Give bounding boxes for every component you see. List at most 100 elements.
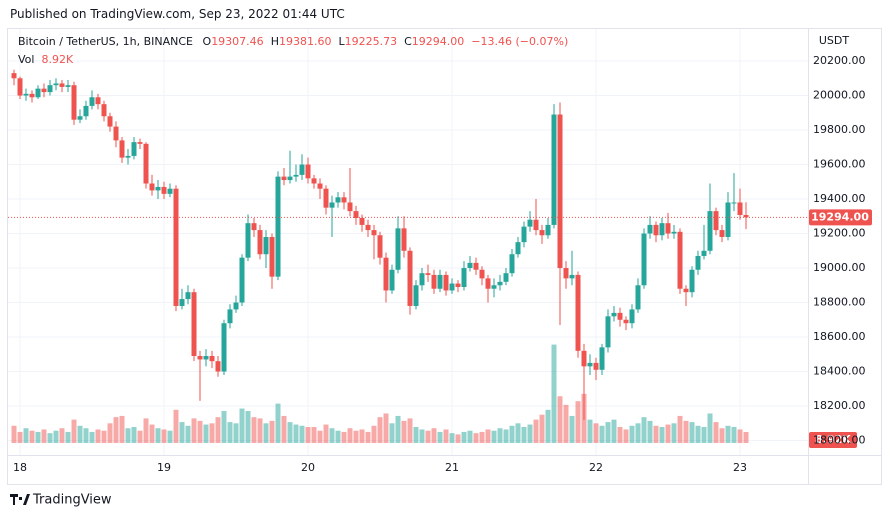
overlay: 19294.00 8.92K <box>8 209 872 449</box>
volume-bar <box>131 427 137 443</box>
symbol: Bitcoin / TetherUS, 1h, BINANCE <box>18 35 194 48</box>
volume-bar <box>401 420 407 443</box>
volume-bar <box>287 422 293 443</box>
candle-body <box>83 105 89 117</box>
volume-bar <box>251 417 257 443</box>
volume-bar <box>413 427 419 443</box>
volume-bar <box>539 414 545 443</box>
candle-body <box>635 285 641 310</box>
volume-bar <box>521 427 527 443</box>
candle-body <box>215 361 221 372</box>
candle-body <box>401 228 407 251</box>
candle-body <box>653 224 659 236</box>
volume-bar <box>77 425 83 443</box>
last-price-label: 19294.00 <box>811 210 869 223</box>
volume-bar <box>485 429 491 443</box>
candle-body <box>275 176 281 277</box>
volume-bar <box>629 425 635 443</box>
candle-body <box>263 236 269 255</box>
volume-bar <box>527 424 533 443</box>
volume-bar <box>419 429 425 443</box>
candle-body <box>341 197 347 203</box>
candle-body <box>23 93 29 96</box>
legend-value: 19307.46 <box>211 35 264 48</box>
volume-bar <box>689 422 695 443</box>
y-tick-label: 18600.00 <box>813 330 866 343</box>
candle-body <box>35 88 41 98</box>
candle-body <box>197 355 203 360</box>
candle-body <box>239 257 245 303</box>
brand-logo <box>10 494 30 505</box>
legend-label: H <box>270 35 279 48</box>
candle-body <box>599 347 605 370</box>
volume-name: Vol <box>18 53 35 66</box>
x-tick-label: 20 <box>301 461 315 474</box>
brand: TradingView <box>32 493 112 508</box>
candle-body <box>143 143 149 184</box>
volume-bar <box>29 430 35 443</box>
volume-bar <box>395 415 401 443</box>
candle-body <box>473 262 479 270</box>
candle-body <box>101 104 107 117</box>
volume-bar <box>155 428 161 443</box>
legend-value: 19381.60 <box>278 35 332 48</box>
candle-body <box>269 236 275 277</box>
candle-body <box>665 223 671 234</box>
candle-body <box>437 274 443 289</box>
volume-bar <box>713 422 719 443</box>
volume-bar <box>335 430 341 443</box>
volume-bar <box>209 423 215 443</box>
candle-body <box>521 226 527 243</box>
candle-body <box>545 224 551 236</box>
volume-bar <box>563 404 569 443</box>
volume-bar <box>623 429 629 443</box>
candle-body <box>593 362 599 370</box>
volume-bar <box>191 418 197 443</box>
volume-bar <box>449 433 455 443</box>
y-tick-label: 18200.00 <box>813 399 866 412</box>
volume-bar <box>17 431 23 443</box>
candle-body <box>743 214 749 218</box>
candle-body <box>221 323 227 372</box>
volume-bar <box>461 431 467 443</box>
volume-bar <box>137 430 143 443</box>
candle-body <box>383 257 389 291</box>
candle-body <box>137 142 143 144</box>
volume-bar <box>389 423 395 443</box>
candle-body <box>209 355 215 362</box>
volume-bar <box>233 423 239 443</box>
candles <box>11 69 749 420</box>
candle-body <box>503 273 509 282</box>
volume-bar <box>185 425 191 443</box>
volume-bar <box>311 427 317 443</box>
candle-body <box>203 355 209 360</box>
candle-body <box>389 269 395 291</box>
volume-bar <box>347 428 353 443</box>
volume-bar <box>611 419 617 443</box>
candle-body <box>293 174 299 177</box>
legend-label: O <box>202 35 212 48</box>
candle-body <box>683 288 689 293</box>
legend-label: C <box>404 35 412 48</box>
legend-label: L <box>338 35 345 48</box>
volume-bar <box>599 425 605 443</box>
volume-bar <box>59 428 65 443</box>
candle-body <box>713 211 719 231</box>
volume-bar <box>377 417 383 443</box>
volume-bar <box>245 411 251 443</box>
volume-bar <box>509 425 515 443</box>
y-tick-label: 19200.00 <box>813 227 866 240</box>
volume-bar <box>143 418 149 443</box>
volume-bar <box>101 430 107 443</box>
candle-body <box>185 292 191 300</box>
volume-bar <box>41 429 47 443</box>
symbol-legend: Bitcoin / TetherUS, 1h, BINANCE O19307.4… <box>18 35 568 48</box>
volume-bar <box>617 427 623 443</box>
volume-bar <box>149 424 155 443</box>
volume-bar <box>647 420 653 443</box>
candle-body <box>371 230 377 236</box>
candle-body <box>359 218 365 225</box>
candle-body <box>623 319 629 324</box>
x-tick-label: 21 <box>445 461 459 474</box>
candle-body <box>161 186 167 194</box>
